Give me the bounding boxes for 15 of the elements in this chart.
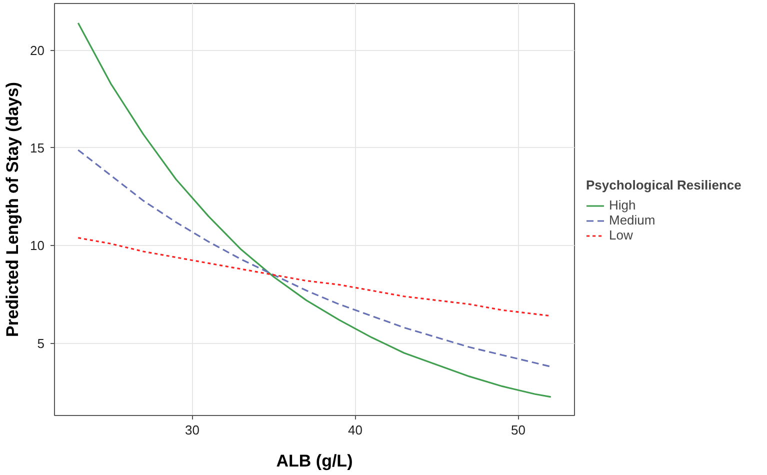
x-tick-label: 30 — [185, 422, 200, 438]
x-tick-label: 40 — [348, 422, 362, 438]
y-tick-label: 20 — [30, 42, 45, 58]
y-tick-label: 5 — [37, 336, 45, 351]
y-tick-label: 15 — [30, 140, 45, 156]
line-series — [77, 22, 552, 398]
legend-label: Low — [609, 228, 633, 242]
legend-label: Medium — [609, 212, 656, 228]
legend-title: Psychological Resilience — [586, 178, 742, 192]
y-axis-title: Predicted Length of Stay (days) — [3, 82, 22, 338]
legend-label: High — [609, 198, 636, 212]
x-tick-label: 50 — [511, 422, 526, 438]
x-axis-title: ALB (g/L) — [276, 452, 353, 470]
line-series — [77, 149, 552, 368]
y-tick-label: 10 — [30, 238, 45, 254]
